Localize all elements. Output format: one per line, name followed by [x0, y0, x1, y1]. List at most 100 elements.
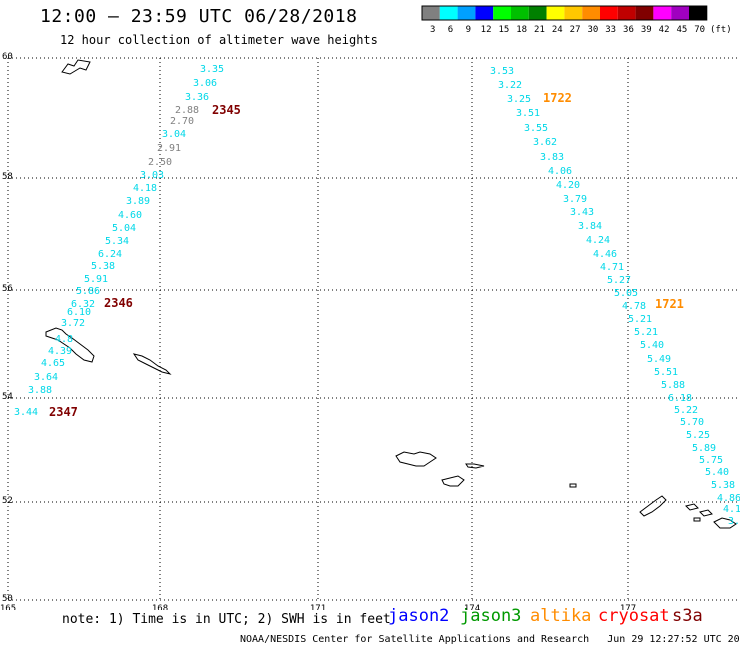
track-east: 3.53 3.22 3.25 3.51 3.55 3.62 3.83 4.06 4.20 3.79…: [490, 66, 740, 527]
wave-height-value: 6.32: [71, 299, 95, 310]
atka-island: [395, 451, 437, 467]
legend-swatch: [457, 6, 476, 20]
wave-height-value: 3.06: [193, 78, 217, 89]
legend-label: 21: [534, 25, 545, 35]
longitude-label: 165: [0, 604, 16, 610]
satellite-jason2: jason2: [388, 606, 450, 626]
map-title: 12:00 – 23:59 UTC 06/28/2018: [40, 6, 358, 27]
legend-swatch: [689, 6, 707, 20]
wave-height-legend: 3 6 9 12 15 18 21 24 27 30 33 36 39 42 45 70 (ft): [421, 5, 732, 35]
wave-height-value: 4.46: [593, 249, 617, 260]
wave-height-value: 5.04: [112, 223, 136, 234]
legend-swatch: [528, 6, 547, 20]
latitude-labels: 60 58 56 54 52 50: [2, 52, 13, 604]
legend-label: 15: [498, 25, 509, 35]
footer-note: note: 1) Time is in UTC; 2) SWH is in fe…: [62, 612, 391, 627]
wave-height-value: 5.49: [647, 354, 671, 365]
wave-height-value: 3.: [728, 516, 740, 527]
wave-height-value: 5.75: [699, 455, 723, 466]
wave-height-value: 4.06: [548, 166, 572, 177]
wave-height-value: 5.38: [91, 261, 115, 272]
alaska-peninsula-coast: [61, 59, 91, 75]
time-label: 1722: [543, 91, 572, 105]
footer-credit: NOAA/NESDIS Center for Satellite Applica…: [240, 634, 740, 645]
legend-swatch: [546, 6, 565, 20]
wave-height-value: 2.88: [175, 105, 199, 116]
wave-height-value: 4.78: [622, 301, 646, 312]
legend-swatch: [600, 6, 618, 20]
time-label: 1721: [655, 297, 684, 311]
wave-height-value: 5.27: [607, 275, 631, 286]
legend-label: 24: [552, 25, 563, 35]
legend-label: 36: [623, 25, 634, 35]
legend-unit: (ft): [710, 25, 732, 35]
wave-height-value: 4.39: [48, 346, 72, 357]
amlia-island: [465, 463, 485, 469]
wave-height-value: 5.40: [705, 467, 729, 478]
islet-a: [569, 483, 577, 488]
wave-height-value: 4.65: [41, 358, 65, 369]
wave-height-value: 5.91: [84, 274, 108, 285]
wave-height-value: 3.64: [34, 372, 58, 383]
wave-height-value: 5.21: [634, 327, 658, 338]
latitude-label: 56: [2, 284, 13, 294]
legend-swatch: [475, 6, 494, 20]
latitude-label: 50: [2, 594, 13, 604]
map-gridlines: [7, 57, 740, 601]
legend-label: 30: [587, 25, 598, 35]
longitude-label: 177: [620, 604, 636, 610]
wave-height-value: 4.8: [55, 334, 73, 345]
latitude-label: 54: [2, 392, 13, 402]
wave-height-value: 2.50: [148, 157, 172, 168]
time-label: 2347: [49, 405, 78, 419]
legend-label: 3: [430, 25, 435, 35]
wave-height-value: 4.1: [723, 504, 740, 515]
wave-height-value: 3.35: [200, 64, 224, 75]
wave-height-value: 5.70: [680, 417, 704, 428]
latitude-label: 58: [2, 172, 13, 182]
wave-height-value: 6.24: [98, 249, 122, 260]
track-west: 3.35 3.06 3.36 2.882.70 3.04 2.91 2.50 3.03 4.18…: [14, 64, 241, 419]
wave-height-value: 3.04: [162, 129, 186, 140]
legend-swatch: [493, 6, 511, 20]
wave-height-value: 4.18: [133, 183, 157, 194]
legend-label: 33: [605, 25, 616, 35]
legend-swatch: [422, 6, 440, 20]
wave-height-value: 3.51: [516, 108, 540, 119]
wave-height-value: 3.03: [140, 170, 164, 181]
wave-height-value: 3.84: [578, 221, 602, 232]
wave-height-value: 5.05: [614, 288, 638, 299]
legend-label: 9: [466, 25, 471, 35]
legend-swatch: [635, 6, 654, 20]
legend-swatch: [671, 6, 689, 20]
islet-b: [685, 503, 699, 511]
latitude-label: 52: [2, 496, 13, 506]
wave-height-value: 3.53: [490, 66, 514, 77]
wave-height-value: 5.34: [105, 236, 129, 247]
wave-height-value: 5.25: [686, 430, 710, 441]
wave-height-value: 2.91: [157, 143, 181, 154]
wave-height-value: 3.72: [61, 318, 85, 329]
wave-height-value: 3.79: [563, 194, 587, 205]
kiska-island: [639, 495, 667, 517]
satellite-s3a: s3a: [672, 606, 703, 626]
adak-island: [441, 475, 465, 487]
wave-height-value: 3.55: [524, 123, 548, 134]
wave-height-value: 5.40: [640, 340, 664, 351]
wave-height-value: 5.21: [628, 314, 652, 325]
islet-d: [693, 517, 701, 522]
wave-height-value: 5.38: [711, 480, 735, 491]
wave-height-value: 3.36: [185, 92, 209, 103]
wave-height-value: 3.22: [498, 80, 522, 91]
longitude-label: 174: [464, 604, 480, 610]
legend-swatch: [511, 6, 529, 20]
legend-label: 27: [570, 25, 581, 35]
wave-height-value: 6.18: [668, 393, 692, 404]
unalaska-island: [45, 327, 95, 363]
time-label: 2345: [212, 103, 241, 117]
umnak-island: [132, 353, 172, 375]
legend-label: 42: [659, 25, 670, 35]
longitude-label: 168: [152, 604, 168, 610]
legend-label: 18: [516, 25, 527, 35]
